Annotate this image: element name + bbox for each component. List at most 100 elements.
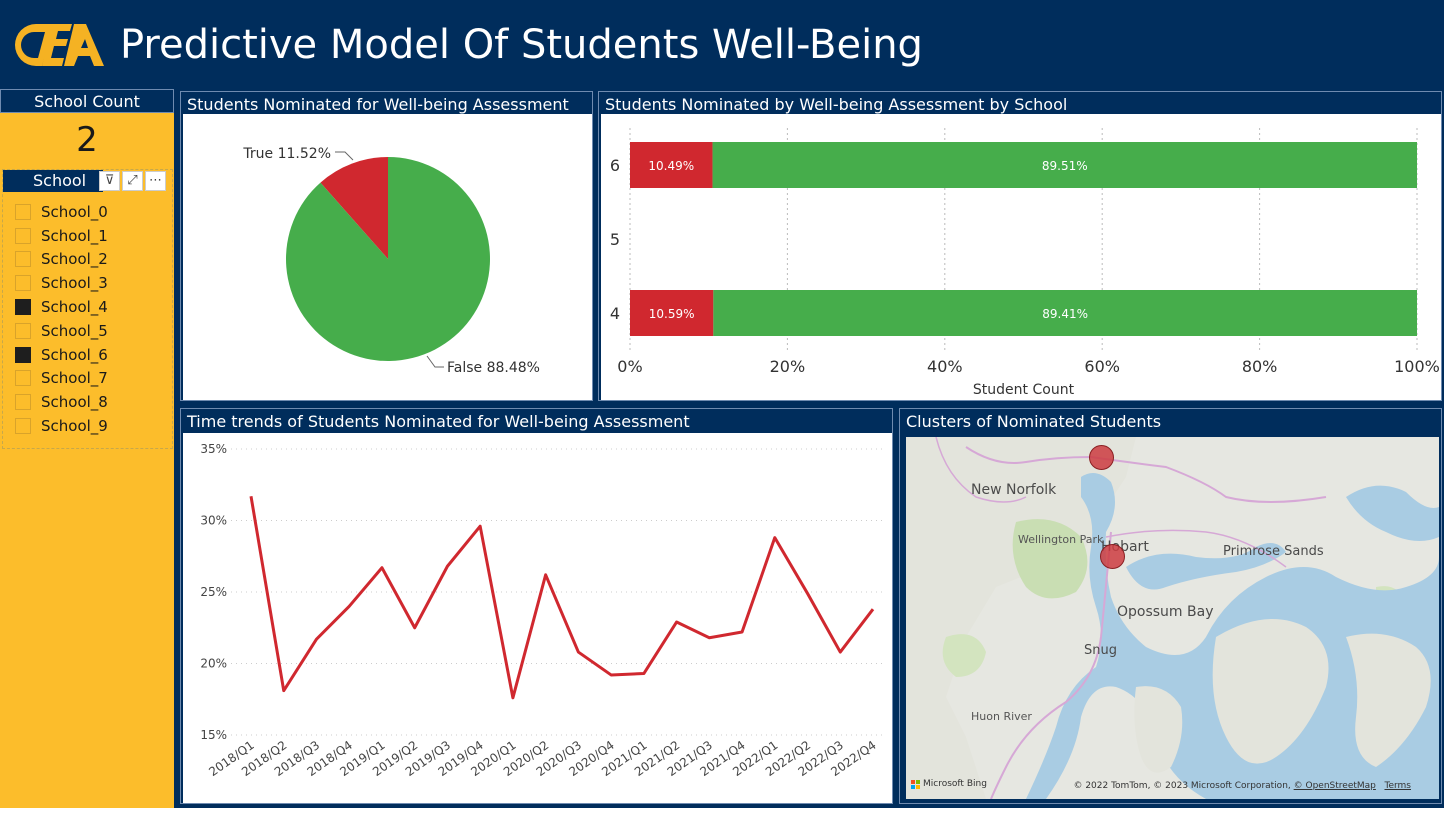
slicer-item[interactable]: School_3: [15, 271, 108, 295]
map-label-primrose-sands: Primrose Sands: [1223, 544, 1324, 559]
bing-logo: Microsoft Bing: [911, 779, 987, 789]
slicer-checkbox[interactable]: [15, 370, 31, 387]
slicer-item-label: School_8: [41, 393, 108, 412]
slicer-item[interactable]: School_0: [15, 200, 108, 224]
bar-chart[interactable]: 0% 20% 40% 60% 80% 100% Student Count 6 10.49% 89…: [601, 114, 1441, 400]
pie-slice[interactable]: [320, 157, 388, 259]
cluster-marker[interactable]: [1089, 445, 1114, 470]
line-y-tick-label: 20%: [200, 657, 227, 671]
header-bar: Predictive Model Of Students Well-Being: [0, 0, 1444, 88]
line-y-tick-label: 25%: [200, 585, 227, 599]
map-base: [906, 437, 1439, 799]
time-trends-panel: Time trends of Students Nominated for We…: [180, 408, 893, 804]
bar-data-label: 10.59%: [649, 307, 695, 321]
slicer-item[interactable]: School_8: [15, 390, 108, 414]
line-y-tick-label: 30%: [200, 514, 227, 528]
slicer-item-label: School_6: [41, 345, 108, 364]
slicer-checkbox[interactable]: [15, 322, 31, 339]
slicer-item[interactable]: School_7: [15, 367, 108, 391]
map-label-new-norfolk: New Norfolk: [971, 482, 1057, 498]
map-label-opossum-bay: Opossum Bay: [1117, 604, 1214, 620]
slicer-item[interactable]: School_9: [15, 414, 108, 438]
map-title: Clusters of Nominated Students: [906, 412, 1162, 431]
slicer-item[interactable]: School_1: [15, 224, 108, 248]
slicer-item-label: School_4: [41, 298, 108, 317]
slicer-item-label: School_1: [41, 226, 108, 245]
slicer-checkbox[interactable]: [15, 299, 31, 316]
line-chart-area: 35% 30% 25% 20% 15% 2018/Q1 2018/Q2 2018/Q3 2018…: [183, 433, 892, 803]
slicer-item-label: School_9: [41, 417, 108, 436]
pie-slice[interactable]: [285, 157, 490, 361]
bar-data-label: 89.41%: [1042, 307, 1088, 321]
slicer-checkbox[interactable]: [15, 203, 31, 220]
map-brand-text: Microsoft Bing: [923, 779, 987, 789]
map-credit: © 2022 TomTom, © 2023 Microsoft Corporat…: [1073, 781, 1411, 791]
bar-segment[interactable]: [712, 142, 1417, 188]
pie-leader-true: [335, 151, 354, 161]
bar-segment[interactable]: [713, 290, 1417, 336]
pie-label-true: True 11.52%: [242, 146, 331, 162]
school-slicer-header: School: [3, 170, 103, 192]
slicer-item[interactable]: School_5: [15, 319, 108, 343]
slicer-item-label: School_5: [41, 321, 108, 340]
line-y-tick-label: 35%: [200, 442, 227, 456]
bar-x-tick-label: 0%: [617, 357, 642, 376]
map-label-huon-river: Huon River: [971, 710, 1032, 723]
bar-x-tick-label: 100%: [1394, 357, 1440, 376]
pie-leader-false: [426, 355, 444, 368]
clusters-map-panel: Clusters of Nominated Students: [899, 408, 1442, 804]
school-slicer[interactable]: School ⊽ ⤢ ⋯ School_0 School_1 School_2 Sch…: [2, 169, 173, 449]
page-title: Predictive Model Of Students Well-Being: [120, 22, 923, 68]
map-credit-text: © 2022 TomTom, © 2023 Microsoft Corporat…: [1073, 781, 1291, 791]
slicer-checkbox[interactable]: [15, 394, 31, 411]
slicer-item-label: School_2: [41, 250, 108, 269]
slicer-item-label: School_7: [41, 369, 108, 388]
line-chart[interactable]: 35%30%25%20%15%2018/Q12018/Q22018/Q32018…: [183, 433, 892, 803]
slicer-checkbox[interactable]: [15, 275, 31, 292]
map-label-snug: Snug: [1084, 643, 1117, 658]
map-label-wellington-park: Wellington Park: [1018, 533, 1104, 546]
microsoft-logo-icon: [911, 779, 920, 789]
school-slicer-list: School_0 School_1 School_2 School_3 School_4…: [15, 200, 108, 438]
slicer-checkbox[interactable]: [15, 418, 31, 435]
slicer-item[interactable]: School_4: [15, 295, 108, 319]
pie-chart-area: True 11.52% False 88.48%: [183, 114, 592, 400]
osm-link[interactable]: © OpenStreetMap: [1293, 781, 1376, 791]
slicer-item[interactable]: School_2: [15, 248, 108, 272]
line-y-tick-label: 15%: [200, 728, 227, 742]
slicer-checkbox[interactable]: [15, 346, 31, 363]
more-options-icon[interactable]: ⋯: [145, 171, 166, 191]
bar-category-label: 6: [610, 156, 620, 175]
terms-link[interactable]: Terms: [1384, 781, 1411, 791]
bar-data-label: 89.51%: [1042, 159, 1088, 173]
pie-chart[interactable]: True 11.52% False 88.48%: [183, 114, 592, 400]
line-series[interactable]: [249, 495, 875, 700]
bar-chart-area: 0% 20% 40% 60% 80% 100% Student Count 6 10.49% 89…: [601, 114, 1441, 400]
left-filter-panel: School Count 2 School ⊽ ⤢ ⋯ School_0 Scho…: [0, 89, 174, 814]
slicer-item[interactable]: School_6: [15, 343, 108, 367]
cluster-marker[interactable]: [1100, 544, 1125, 569]
bottom-strip: [0, 808, 1444, 814]
bar-category-label: 4: [610, 304, 620, 323]
map-area[interactable]: New Norfolk Wellington Park Hobart Primr…: [906, 437, 1439, 799]
bar-segment[interactable]: [630, 142, 713, 188]
bar-x-axis-label: Student Count: [973, 382, 1075, 398]
slicer-item-label: School_0: [41, 202, 108, 221]
slicer-checkbox[interactable]: [15, 251, 31, 268]
bar-x-tick-label: 80%: [1242, 357, 1278, 376]
filter-icon[interactable]: ⊽: [99, 171, 120, 191]
bar-x-tick-label: 60%: [1084, 357, 1120, 376]
line-title: Time trends of Students Nominated for We…: [187, 412, 690, 431]
bar-x-tick-label: 40%: [927, 357, 963, 376]
nominated-pie-panel: Students Nominated for Well-being Assess…: [180, 91, 593, 401]
school-count-label: School Count: [0, 89, 174, 113]
focus-mode-icon[interactable]: ⤢: [122, 171, 143, 191]
bar-segment[interactable]: [630, 290, 714, 336]
slicer-toolbar: ⊽ ⤢ ⋯: [99, 171, 166, 191]
pie-title: Students Nominated for Well-being Assess…: [187, 95, 569, 114]
slicer-checkbox[interactable]: [15, 227, 31, 244]
nominated-by-school-panel: Students Nominated by Well-being Assessm…: [598, 91, 1442, 401]
cea-logo-icon: [15, 24, 104, 66]
bar-category-label: 5: [610, 230, 620, 249]
